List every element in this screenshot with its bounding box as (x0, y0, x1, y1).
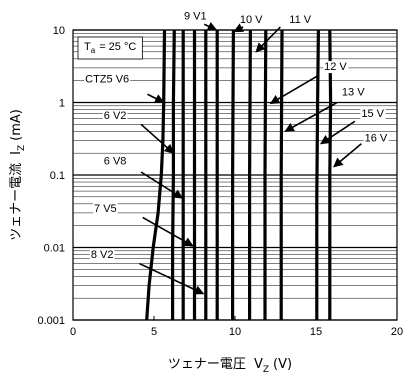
curve-label: 6 V8 (104, 155, 127, 167)
curve-label-arrow (147, 93, 165, 104)
x-axis-unit: (V) (273, 357, 292, 372)
x-tick-label: 20 (391, 326, 403, 338)
y-tick-label: 0.01 (44, 243, 65, 255)
curve-label-background (102, 155, 128, 168)
y-tick-label: 0.1 (50, 170, 65, 182)
curve-label-arrow (142, 216, 194, 247)
curve-label: 7 V5 (94, 203, 117, 215)
curve-label-background (89, 248, 115, 261)
curve-label: CTZ5 V6 (85, 73, 129, 85)
curve-label: 10 V (240, 14, 263, 26)
curve-label-background (360, 108, 386, 121)
curve-label-arrow (320, 120, 356, 145)
curve-label-arrow (140, 171, 184, 199)
curve-label: 12 V (324, 61, 347, 73)
series-curve (145, 29, 167, 321)
y-axis-unit: (mA) (9, 109, 24, 141)
curve-label-background (84, 73, 131, 86)
curve-label: 8 V2 (91, 249, 114, 261)
y-axis-subscript: Z (17, 145, 27, 151)
curve-label-arrow (269, 74, 320, 105)
curve-label: 11 V (289, 14, 311, 26)
curve-label-background (238, 13, 265, 26)
curve-label: 6 V2 (104, 110, 127, 122)
curve-label: 13 V (342, 86, 365, 98)
condition-text: Ta = 25 °C (84, 41, 136, 55)
curve-label-arrow (255, 26, 281, 53)
series-curve (279, 29, 284, 320)
y-tick-label: 0.001 (37, 315, 65, 327)
x-tick-label: 15 (310, 326, 322, 338)
annotation-layer: 9 V1 10 V 11 V 12 V 13 V 15 V 16 V CTZ5 V6 6 V2 6… (84, 10, 389, 295)
series-curve (171, 29, 176, 320)
series-curve (328, 29, 333, 320)
x-axis-subscript: Z (263, 365, 269, 375)
series-curve (231, 29, 235, 320)
y-axis-label: ツェナー電流 (9, 163, 24, 241)
grid-layer (73, 29, 397, 321)
condition-note: Ta = 25 °C (77, 36, 143, 60)
x-tick-label: 10 (229, 326, 241, 338)
curve-label-arrow (140, 123, 175, 154)
y-axis-title: ツェナー電流 IZ (mA) (9, 109, 27, 241)
condition-symbol: T (84, 41, 91, 53)
y-tick-label: 10 (53, 25, 65, 37)
condition-value: = 25 °C (99, 41, 136, 53)
curve-label-background (102, 110, 128, 123)
y-tick-label: 1 (59, 98, 65, 110)
series-curve (248, 29, 252, 320)
x-tick-label: 0 (70, 326, 76, 338)
series-curve (315, 29, 320, 320)
x-axis-label: ツェナー電圧 (168, 357, 246, 372)
condition-subscript: a (91, 46, 96, 55)
curve-label-arrow (333, 143, 362, 168)
curve-label-background (182, 10, 208, 23)
curve-label-background (323, 61, 349, 74)
curve-label-background (93, 202, 118, 215)
x-axis-symbol: V (254, 357, 263, 372)
curve-label-arrow (284, 101, 338, 133)
tick-label-layer: 0 5 10 15 20 0.001 0.01 0.1 1 10 (37, 25, 403, 338)
series-curve (263, 29, 268, 320)
curve-label: 15 V (361, 108, 384, 120)
curve-label-background (363, 132, 389, 145)
curve-label: 9 V1 (184, 10, 207, 22)
y-axis-symbol: I (9, 151, 24, 155)
curve-label-arrow (233, 23, 245, 33)
curve-label-arrow (139, 262, 205, 295)
condition-box (77, 36, 143, 60)
curve-label-background (340, 86, 367, 99)
curve-label: 16 V (365, 132, 388, 144)
x-axis-title: ツェナー電圧 VZ (V) (168, 357, 292, 375)
x-tick-label: 5 (151, 326, 157, 338)
curve-label-arrow (203, 21, 218, 31)
curve-layer (145, 29, 333, 321)
curve-label-background (288, 13, 313, 26)
